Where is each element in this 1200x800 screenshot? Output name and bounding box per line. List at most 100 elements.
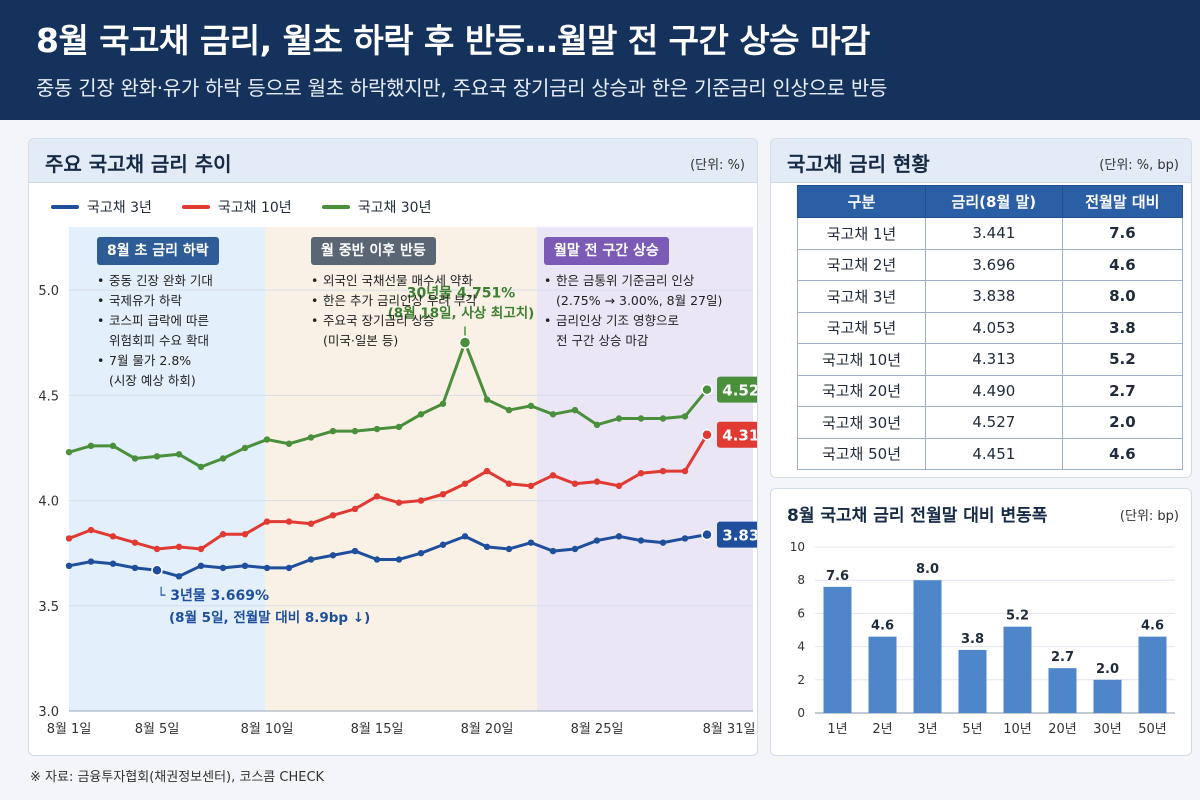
series-point-1 <box>307 520 315 527</box>
bar-y-tick-label: 0 <box>797 706 805 720</box>
series-point-0 <box>637 537 645 544</box>
phase-annotation-1: 8월 초 금리 하락 중동 긴장 완화 기대 국제유가 하락 코스피 급락에 따… <box>97 237 219 391</box>
series-point-0 <box>241 562 249 569</box>
legend-label-30y: 국고채 30년 <box>357 200 432 216</box>
header-banner: 8월 국고채 금리, 월초 하락 후 반등…월말 전 구간 상승 마감 중동 긴… <box>0 0 1200 120</box>
series-point-2 <box>241 444 249 452</box>
series-point-2 <box>263 436 271 443</box>
table-cell-rate: 4.490 <box>924 374 1063 407</box>
series-point-2 <box>131 455 139 462</box>
bar-category-label: 30년 <box>1093 722 1122 737</box>
phase-annotation-2: 월 중반 이후 반등 외국인 국채선물 매수세 약화 한은 추가 금리인상 우려… <box>311 237 477 351</box>
series-point-1 <box>131 539 139 546</box>
bar-chart-unit: (단위: bp) <box>1119 509 1179 524</box>
phase1-bullet-4: 7월 물가 2.8% (시장 예상 하회) <box>97 351 219 391</box>
line-chart-title-bar <box>29 139 757 183</box>
series-point-2 <box>307 434 315 441</box>
bar-value-label: 4.6 <box>1141 619 1164 634</box>
line-chart-unit: (단위: %) <box>690 158 745 173</box>
y-tick-label: 3.0 <box>38 705 59 720</box>
line-chart-plot: 3.0 3.5 4.0 4.5 5.0 8월 1일 8월 5일 8월 10일 8월 15일 8월 … <box>38 227 757 737</box>
bar-chart-plot: 0 2 4 6 8 10 7.6 1년 4.6 2년 8.0 3년 3.8 5년 5.2 10년 2.7 20년 2… <box>790 540 1175 737</box>
series-point-1 <box>65 535 73 542</box>
series-point-0 <box>307 556 315 563</box>
low-annotation-line1: └ 3년물 3.669% <box>157 587 269 604</box>
source-footnote: ※ 자료: 금융투자협회(채권정보센터), 코스콤 CHECK <box>30 770 325 785</box>
series-point-0 <box>285 564 293 572</box>
series-point-2 <box>153 453 161 460</box>
series-point-2 <box>505 406 513 414</box>
low-marker <box>151 564 163 576</box>
series-point-0 <box>527 539 535 546</box>
bar-category-label: 5년 <box>962 722 982 737</box>
series-point-1 <box>263 518 271 525</box>
table-row: 국고채 5년 4.053 3.8 <box>797 311 1184 344</box>
series-point-1 <box>439 491 447 498</box>
series-point-1 <box>219 531 227 538</box>
legend-swatch-30y <box>321 205 350 209</box>
table-cell-rate: 4.451 <box>924 437 1063 470</box>
table-cell-label: 국고채 20년 <box>797 374 926 407</box>
x-tick-label: 8월 1일 <box>47 722 92 737</box>
table-cell-label: 국고채 5년 <box>797 311 926 344</box>
series-point-1 <box>637 470 645 477</box>
series-point-2 <box>219 455 227 462</box>
series-point-1 <box>681 467 689 475</box>
table-title-bar <box>771 139 1191 183</box>
table-cell-label: 국고채 1년 <box>797 217 926 250</box>
table-row: 국고채 10년 4.313 5.2 <box>797 343 1184 376</box>
series-point-1 <box>87 526 95 534</box>
series-point-0 <box>395 556 403 563</box>
bar-50년 <box>1138 636 1167 713</box>
table-cell-rate: 3.696 <box>924 248 1063 281</box>
bar-y-tick-label: 8 <box>797 573 805 587</box>
series-point-2 <box>175 451 183 458</box>
series-end-point-1 <box>701 428 713 441</box>
series-point-1 <box>351 505 359 513</box>
series-end-point-0 <box>701 528 713 541</box>
series-line-2 <box>68 341 709 469</box>
series-point-0 <box>505 545 513 553</box>
bar-chart-title: 8월 국고채 금리 전월말 대비 변동폭 <box>787 506 1048 526</box>
table-cell-change: 2.7 <box>1061 374 1184 407</box>
bar-y-tick-label: 4 <box>797 640 805 654</box>
series-point-2 <box>351 427 359 435</box>
bar-y-tick-label: 10 <box>790 540 805 554</box>
table-unit: (단위: %, bp) <box>1099 158 1179 173</box>
phase3-bullet-1: 한은 금통위 기준금리 인상 (2.75% → 3.00%, 8월 27일) <box>544 271 722 311</box>
series-point-2 <box>395 423 403 431</box>
series-point-2 <box>615 415 623 422</box>
table-cell-change: 4.6 <box>1061 248 1184 281</box>
series-point-1 <box>417 497 425 504</box>
series-point-0 <box>681 535 689 542</box>
table-cell-label: 국고채 50년 <box>797 437 926 470</box>
series-point-0 <box>87 558 95 565</box>
legend-label-3y: 국고채 3년 <box>87 200 152 216</box>
series-point-2 <box>417 411 425 418</box>
series-point-0 <box>131 564 139 572</box>
table-header-row: 구분 금리(8월 말) 전월말 대비 <box>797 185 1184 218</box>
table-row: 국고채 3년 3.838 8.0 <box>797 280 1184 313</box>
x-tick-label: 8월 15일 <box>351 722 404 737</box>
bar-chart-panel: 8월 국고채 금리 전월말 대비 변동폭 (단위: bp) 0 2 4 6 8 10 7.6… <box>770 488 1192 756</box>
y-tick-label: 3.5 <box>38 600 59 615</box>
phase-annotation-3: 월말 전 구간 상승 한은 금통위 기준금리 인상 (2.75% → 3.00%… <box>544 237 722 351</box>
bar-y-tick-label: 2 <box>797 673 805 687</box>
end-label-box-1 <box>717 421 757 448</box>
y-tick-label: 4.5 <box>38 389 59 404</box>
table-cell-change: 8.0 <box>1061 280 1184 313</box>
series-point-0 <box>65 562 73 569</box>
series-point-1 <box>175 543 183 551</box>
phase-bullets-1: 중동 긴장 완화 기대 국제유가 하락 코스피 급락에 따른 위험회피 수요 확… <box>97 271 219 391</box>
series-point-1 <box>395 499 403 506</box>
table-cell-rate: 3.441 <box>924 217 1063 250</box>
page-title: 8월 국고채 금리, 월초 하락 후 반등…월말 전 구간 상승 마감 <box>36 21 870 60</box>
series-point-0 <box>659 539 667 546</box>
series-point-2 <box>285 440 293 447</box>
series-point-2 <box>681 413 689 420</box>
table-cell-change: 2.0 <box>1061 406 1184 439</box>
series-point-2 <box>483 396 491 403</box>
table-cell-change: 4.6 <box>1061 437 1184 470</box>
table-cell-label: 국고채 3년 <box>797 280 926 313</box>
end-label-box-2 <box>717 376 757 403</box>
